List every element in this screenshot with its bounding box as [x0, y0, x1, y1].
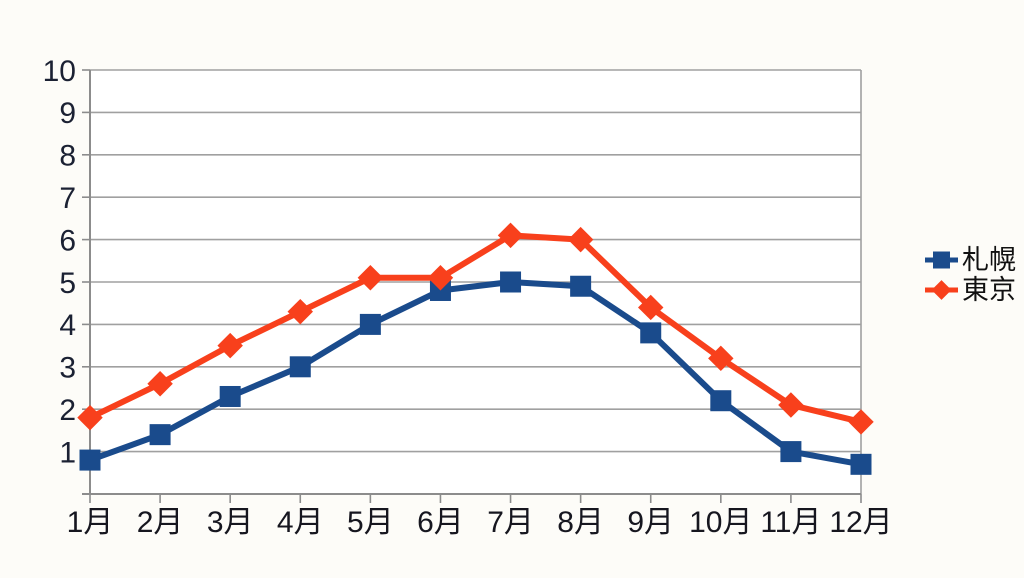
- data-point-marker-sapporo: [219, 385, 241, 407]
- legend: 札幌 東京: [923, 246, 1016, 304]
- series-sapporo-line: [88, 279, 862, 468]
- legend-marker-diamond-icon: [925, 280, 958, 300]
- data-point-marker-tokyo: [427, 265, 454, 291]
- data-point-marker-tokyo: [848, 409, 874, 435]
- legend-diamond-marker: [931, 280, 952, 300]
- gridlines: [90, 69, 861, 453]
- legend-item-sapporo: 札幌: [923, 246, 1016, 274]
- x-tick-label: 7月: [487, 506, 534, 539]
- data-point-marker-sapporo: [640, 322, 662, 344]
- x-tick-label: 9月: [627, 506, 674, 539]
- series-tokyo: [77, 222, 874, 435]
- x-tick-label: 12月: [829, 506, 892, 539]
- series-tokyo-line: [88, 232, 862, 425]
- data-point-marker-sapporo: [780, 441, 802, 463]
- data-point-marker-tokyo: [287, 298, 314, 325]
- legend-square-marker: [933, 251, 950, 269]
- y-tick-label: 8: [59, 140, 76, 173]
- y-tick-label: 9: [59, 97, 76, 130]
- x-tick-label: 10月: [689, 506, 752, 539]
- data-point-marker-tokyo: [778, 392, 804, 418]
- x-tick-label: 1月: [67, 506, 114, 539]
- y-tick-label: 5: [59, 267, 76, 300]
- data-point-marker-sapporo: [359, 313, 381, 335]
- y-tick-label: 7: [59, 182, 76, 215]
- data-point-marker-tokyo: [217, 332, 243, 359]
- legend-label-sapporo: 札幌: [962, 245, 1016, 275]
- data-point-marker-sapporo: [289, 356, 311, 378]
- data-point-marker-sapporo: [500, 271, 522, 293]
- data-point-marker-sapporo: [710, 390, 732, 412]
- legend-label-tokyo: 東京: [962, 275, 1016, 305]
- y-tick-label: 10: [43, 55, 76, 88]
- data-point-marker-tokyo: [708, 345, 734, 372]
- x-tick-label: 6月: [417, 506, 464, 539]
- data-point-marker-tokyo: [147, 371, 173, 397]
- series-sapporo: [79, 271, 872, 475]
- y-tick-label: 2: [59, 394, 76, 427]
- data-point-marker-sapporo: [850, 453, 872, 475]
- x-tick-label: 11月: [760, 506, 821, 539]
- data-point-marker-sapporo: [149, 424, 171, 446]
- data-point-marker-tokyo: [567, 226, 594, 253]
- x-tick-label: 5月: [347, 506, 394, 539]
- data-point-marker-tokyo: [357, 265, 384, 291]
- data-point-marker-tokyo: [77, 404, 103, 431]
- y-tick-label: 1: [59, 436, 76, 469]
- y-tick-label: 6: [59, 224, 76, 257]
- y-tick-label: 3: [59, 352, 76, 385]
- y-tick-label: 4: [59, 309, 76, 342]
- data-point-marker-sapporo: [570, 275, 592, 297]
- legend-item-tokyo: 東京: [923, 276, 1016, 304]
- x-tick-label: 8月: [557, 506, 604, 539]
- x-tick-label: 2月: [137, 506, 184, 539]
- x-tick-label: 3月: [207, 506, 254, 539]
- legend-marker-square-icon: [925, 251, 958, 269]
- x-tick-label: 4月: [277, 506, 324, 539]
- data-point-marker-tokyo: [637, 294, 664, 321]
- data-point-marker-sapporo: [79, 449, 101, 471]
